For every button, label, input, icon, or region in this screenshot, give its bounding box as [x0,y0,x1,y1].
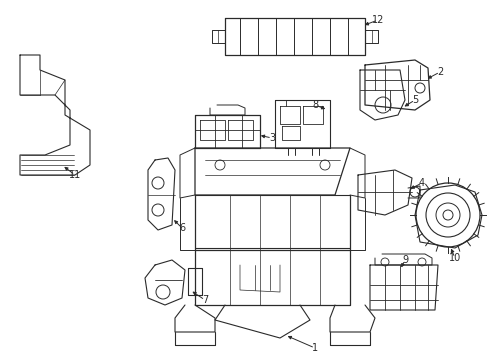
Text: 10: 10 [448,253,460,263]
Text: 9: 9 [401,255,407,265]
Text: 5: 5 [411,95,417,105]
Text: 12: 12 [371,15,384,25]
Text: 2: 2 [436,67,442,77]
Text: 7: 7 [202,295,208,305]
Text: 6: 6 [179,223,184,233]
Text: 4: 4 [418,178,424,188]
Text: 3: 3 [268,133,274,143]
Text: 1: 1 [311,343,317,353]
Text: 11: 11 [69,170,81,180]
Text: 8: 8 [311,100,317,110]
